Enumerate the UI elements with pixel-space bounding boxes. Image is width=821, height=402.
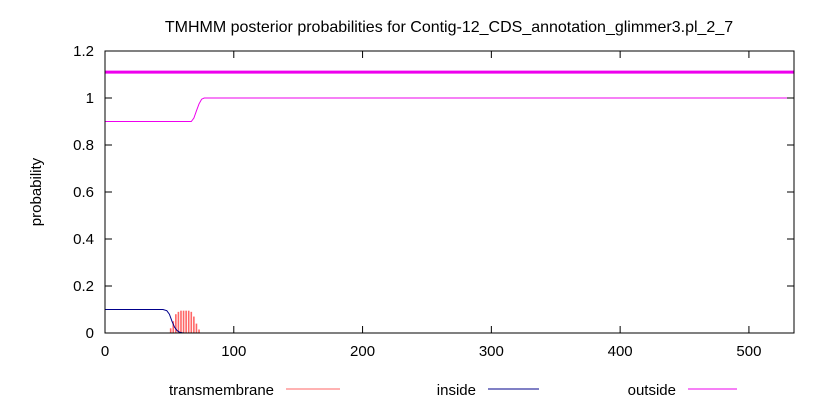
- x-tick-label: 200: [350, 343, 375, 360]
- chart-title: TMHMM posterior probabilities for Contig…: [165, 19, 733, 36]
- x-tick-label: 400: [608, 343, 633, 360]
- x-tick-label: 100: [221, 343, 246, 360]
- y-tick-label: 1: [86, 90, 94, 107]
- y-tick-label: 0.6: [73, 184, 94, 201]
- y-tick-label: 0.2: [73, 278, 94, 295]
- y-axis-label: probability: [28, 157, 45, 226]
- legend-inside-label: inside: [437, 382, 476, 399]
- x-tick-label: 0: [101, 343, 109, 360]
- legend: transmembrane inside outside: [169, 382, 737, 399]
- plot-area: [105, 70, 794, 334]
- series-outside-line: [105, 97, 794, 122]
- legend-outside-label: outside: [628, 382, 676, 399]
- plot-frame: [104, 50, 795, 334]
- legend-transmembrane-label: transmembrane: [169, 382, 274, 399]
- series-inside-line: [105, 309, 794, 334]
- x-tick-label: 500: [736, 343, 761, 360]
- y-tick-label: 0.8: [73, 137, 94, 154]
- y-tick-label: 0.4: [73, 231, 94, 248]
- y-tick-label: 1.2: [73, 43, 94, 60]
- x-tick-label: 300: [479, 343, 504, 360]
- axes: 0 0.2 0.4 0.6 0.8 1 1.2 0 100 200 300 400 500: [73, 43, 795, 360]
- y-tick-label: 0: [86, 325, 94, 342]
